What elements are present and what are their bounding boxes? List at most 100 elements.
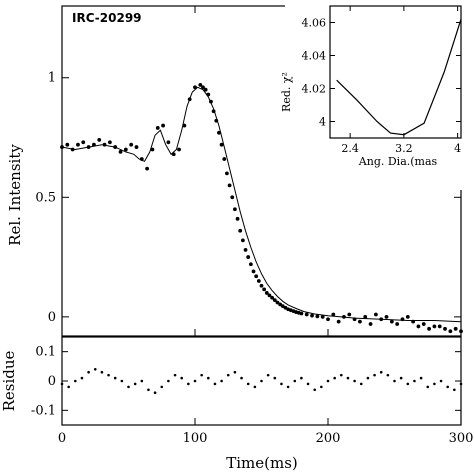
residue-point	[233, 370, 237, 374]
data-point	[227, 183, 232, 188]
data-point	[187, 97, 192, 102]
residue-point	[107, 373, 110, 377]
residue-point	[453, 388, 456, 392]
data-point	[118, 149, 123, 154]
data-point	[235, 216, 240, 221]
residue-point	[93, 367, 97, 371]
data-point	[395, 322, 400, 326]
inset-x-axis-label: Ang. Dia.(mas	[358, 155, 438, 168]
inset-y-tick-label: 4.04	[302, 50, 327, 63]
data-point	[326, 317, 330, 322]
data-point	[248, 262, 253, 267]
residue-point	[120, 379, 124, 383]
data-point	[259, 283, 264, 288]
residue-point	[87, 370, 90, 374]
data-point	[230, 195, 235, 200]
residue-point	[193, 379, 197, 383]
data-point	[65, 142, 70, 147]
residue-point	[406, 382, 410, 386]
data-point	[352, 317, 357, 322]
residue-point	[180, 376, 183, 380]
residue-point	[187, 382, 190, 386]
data-point	[113, 145, 118, 149]
residue-point	[220, 379, 223, 383]
residue-point	[280, 382, 283, 386]
residue-point	[293, 379, 297, 383]
time-x-axis: 0 100 200 300	[58, 418, 474, 446]
residue-point	[74, 379, 77, 383]
data-point	[264, 291, 269, 295]
residue-point	[359, 382, 363, 386]
main-panel: 00.51 IRC-20299 Rel. Intensity	[6, 5, 463, 337]
residue-point	[326, 379, 330, 383]
data-point	[219, 142, 224, 147]
residue-data-points	[60, 367, 463, 395]
data-point	[134, 145, 139, 149]
residue-point	[340, 373, 343, 377]
data-point	[243, 248, 248, 252]
data-point	[203, 87, 208, 92]
residue-point	[346, 376, 350, 380]
data-point	[432, 324, 437, 329]
inset-x-tick-label: 2.4	[341, 142, 359, 155]
data-point	[222, 157, 227, 161]
data-point	[421, 322, 426, 326]
inset-y-tick-label: 4.06	[302, 17, 327, 30]
time-x-axis-label: Time(ms)	[226, 454, 298, 472]
main-y-tick-label: 0.5	[35, 190, 56, 205]
inset-panel: 4 4.02 4.04 4.06 2.4 3.2 4 Red. χ² Ang. Dia.(…	[280, 0, 465, 190]
residue-point	[413, 379, 416, 383]
data-point	[405, 314, 410, 319]
data-point	[209, 99, 213, 104]
data-point	[97, 138, 102, 142]
data-point	[416, 324, 421, 329]
data-point	[86, 145, 91, 149]
data-point	[368, 322, 373, 326]
residue-point	[286, 385, 290, 389]
residue-point	[200, 373, 203, 377]
data-point	[379, 317, 384, 322]
data-point	[107, 140, 112, 145]
data-point	[448, 329, 453, 334]
inset-x-tick-label: 4	[454, 142, 461, 155]
data-point	[400, 317, 405, 322]
data-point	[92, 142, 96, 147]
data-point	[129, 142, 134, 147]
data-point	[206, 92, 211, 97]
residue-point	[439, 379, 443, 383]
data-point	[246, 255, 251, 259]
residue-point	[266, 373, 270, 377]
inset-x-axis: 2.4 3.2 4	[341, 6, 461, 155]
data-point	[315, 314, 320, 319]
data-point	[427, 326, 431, 331]
residue-point	[213, 382, 217, 386]
residue-point	[300, 376, 303, 380]
time-x-tick-label: 300	[449, 431, 474, 446]
inset-y-axis-label: Red. χ²	[280, 72, 293, 112]
residue-point	[253, 385, 257, 389]
data-point	[145, 166, 150, 171]
residue-y-tick-label: -0.1	[31, 403, 56, 418]
data-point	[214, 118, 219, 123]
residue-point	[226, 373, 230, 377]
residue-point	[207, 376, 210, 380]
data-point	[150, 147, 155, 152]
data-point	[270, 295, 275, 300]
inset-x-tick-label: 3.2	[395, 142, 413, 155]
residue-point	[366, 376, 370, 380]
data-point	[256, 279, 261, 283]
data-point	[342, 314, 346, 319]
data-point	[254, 274, 259, 279]
residue-point	[113, 376, 117, 380]
data-point	[336, 319, 341, 324]
residue-point	[260, 379, 263, 383]
data-point	[272, 298, 277, 303]
data-point	[139, 157, 144, 161]
residue-point	[67, 385, 70, 389]
residue-panel: -0.100.1 0 100 200 300 Residue Time(ms)	[0, 336, 474, 472]
data-point	[233, 207, 237, 212]
residue-point	[399, 376, 403, 380]
data-point	[310, 313, 314, 318]
data-point	[240, 238, 245, 243]
observed-data-points	[60, 83, 463, 334]
